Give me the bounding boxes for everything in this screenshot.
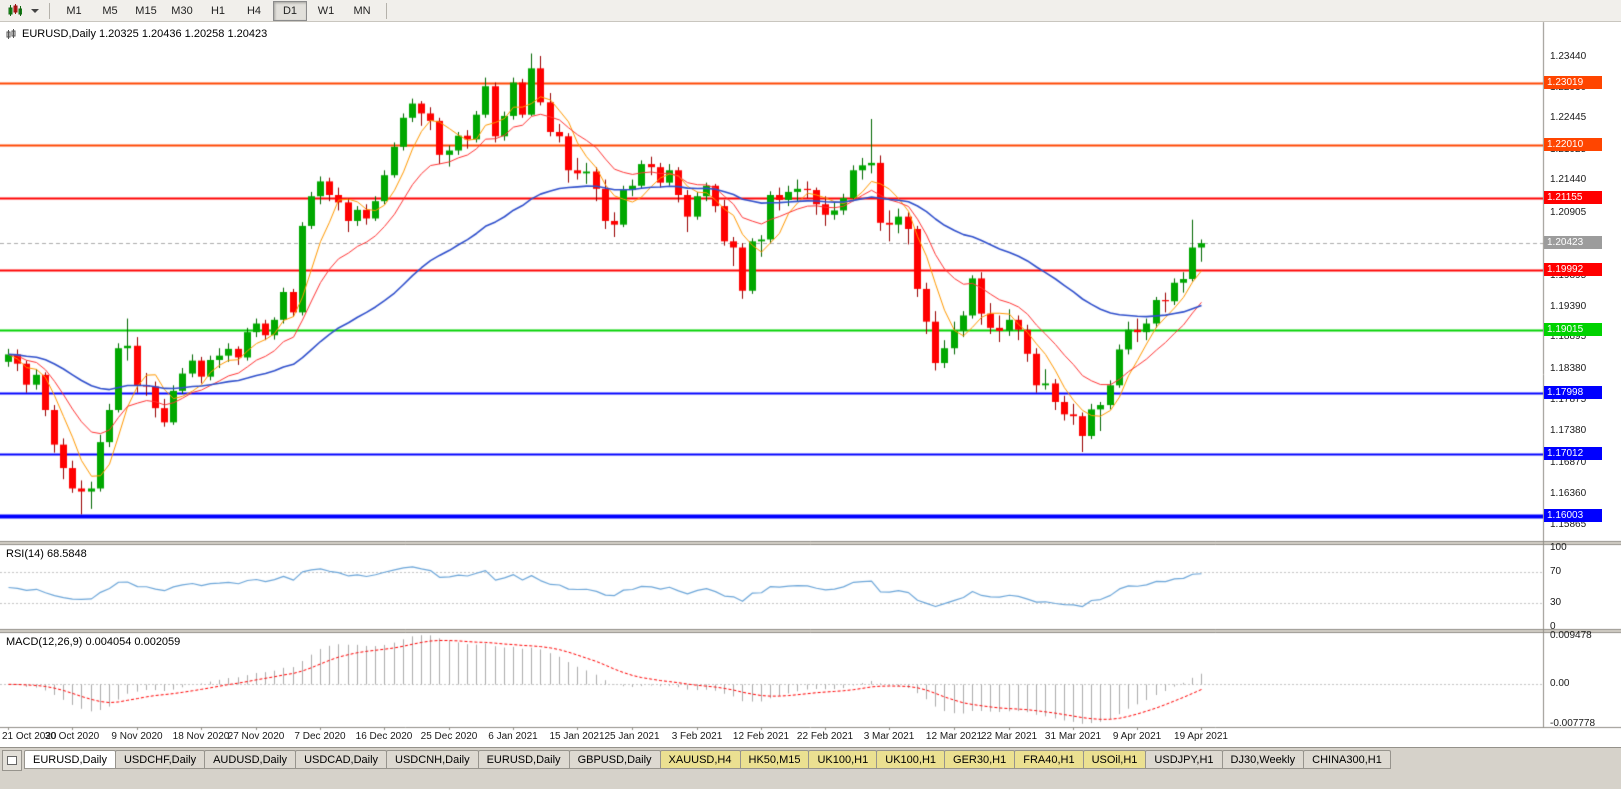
chart-tab-china300-h1[interactable]: CHINA300,H1 — [1303, 750, 1391, 769]
date-label: 15 Jan 2021 — [549, 731, 605, 742]
date-label: 6 Jan 2021 — [488, 731, 538, 742]
mini-chart-icon — [6, 28, 16, 39]
timeframe-button-h4[interactable]: H4 — [246, 4, 262, 17]
date-label: 31 Mar 2021 — [1044, 731, 1102, 742]
rsi-tick-label: 30 — [1550, 597, 1562, 609]
tab-bar-icon[interactable] — [2, 750, 22, 771]
chart-tab-uk100-h1[interactable]: UK100,H1 — [808, 750, 878, 769]
rsi-indicator-label: RSI(14) 68.5848 — [6, 548, 87, 560]
timeframe-button-m1[interactable]: M1 — [66, 4, 82, 17]
price-level-badge: 1.22010 — [1544, 137, 1602, 151]
candlestick-chart-icon — [8, 4, 22, 16]
toolbar-separator — [386, 2, 387, 19]
date-label: 12 Feb 2021 — [732, 731, 790, 742]
price-level-badge: 1.17998 — [1544, 385, 1602, 399]
price-tick-label: 1.20905 — [1550, 207, 1587, 219]
date-label: 25 Jan 2021 — [604, 731, 660, 742]
date-label: 19 Apr 2021 — [1174, 731, 1228, 742]
chart-tab-ger30-h1[interactable]: GER30,H1 — [944, 750, 1016, 769]
toolbar: M1 M5 M15 M30 H1 H4 D1 W1 MN — [0, 0, 1621, 22]
price-chart-canvas[interactable] — [0, 0, 1621, 748]
timeframe-button-m30[interactable]: M30 — [171, 4, 193, 17]
price-tick-label: 1.16870 — [1550, 456, 1587, 468]
price-tick-label: 1.22445 — [1550, 112, 1587, 124]
price-level-badge: 1.16003 — [1544, 509, 1602, 523]
chart-tab-usdchf-daily[interactable]: USDCHF,Daily — [114, 750, 206, 769]
macd-tick-label: 0.00 — [1550, 678, 1570, 690]
timeframe-button-m15[interactable]: M15 — [135, 4, 157, 17]
price-level-badge: 1.19992 — [1544, 262, 1602, 276]
chart-tab-uk100-h1[interactable]: UK100,H1 — [876, 750, 946, 769]
date-label: 21 Oct 2020 — [2, 731, 57, 742]
date-label: 22 Feb 2021 — [796, 731, 854, 742]
date-label: 9 Apr 2021 — [1112, 731, 1162, 742]
chart-tab-eurusd-daily[interactable]: EURUSD,Daily — [24, 750, 116, 769]
price-level-badge: 1.17012 — [1544, 446, 1602, 460]
chart-tab-fra40-h1[interactable]: FRA40,H1 — [1014, 750, 1084, 769]
price-tick-label: 1.15865 — [1550, 518, 1587, 530]
price-tick-label: 1.18895 — [1550, 331, 1587, 343]
chevron-down-icon — [31, 8, 39, 13]
rsi-tick-label: 100 — [1550, 542, 1567, 553]
date-label: 22 Mar 2021 — [980, 731, 1038, 742]
date-label: 16 Dec 2020 — [355, 731, 413, 742]
macd-tick-label: -0.007778 — [1550, 718, 1596, 729]
date-label: 25 Dec 2020 — [420, 731, 478, 742]
chart-tab-usdcnh-daily[interactable]: USDCNH,Daily — [386, 750, 479, 769]
date-label: 9 Nov 2020 — [111, 731, 163, 742]
chart-tab-eurusd-daily[interactable]: EURUSD,Daily — [477, 750, 570, 769]
chart-tab-usdjpy-h1[interactable]: USDJPY,H1 — [1145, 750, 1223, 769]
price-level-badge: 1.23019 — [1544, 75, 1602, 89]
price-tick-label: 1.17380 — [1550, 425, 1587, 437]
date-label: 30 Oct 2020 — [44, 731, 100, 742]
rsi-tick-label: 0 — [1550, 621, 1556, 632]
date-label: 7 Dec 2020 — [294, 731, 346, 742]
timeframe-button-w1[interactable]: W1 — [317, 4, 335, 17]
chart-header: EURUSD,Daily 1.20325 1.20436 1.20258 1.2… — [6, 28, 267, 40]
timeframe-button-m5[interactable]: M5 — [102, 4, 118, 17]
chart-type-button[interactable] — [4, 1, 26, 21]
chart-tab-dj30-weekly[interactable]: DJ30,Weekly — [1221, 750, 1305, 769]
macd-indicator-label: MACD(12,26,9) 0.004054 0.002059 — [6, 636, 181, 648]
date-label: 18 Nov 2020 — [172, 731, 230, 742]
date-label: 3 Mar 2021 — [863, 731, 915, 742]
price-tick-label: 1.16360 — [1550, 488, 1587, 500]
price-tick-label: 1.17875 — [1550, 394, 1587, 406]
timeframe-button-d1[interactable]: D1 — [273, 0, 307, 21]
current-price-badge: 1.20423 — [1544, 236, 1602, 249]
timeframe-button-h1[interactable]: H1 — [210, 4, 226, 17]
date-axis[interactable]: 21 Oct 2020 30 Oct 2020 9 Nov 2020 18 Nov 2… — [0, 727, 1543, 747]
rsi-tick-label: 70 — [1550, 565, 1562, 577]
price-tick-label: 1.19390 — [1550, 300, 1587, 312]
price-tick-label: 1.23440 — [1550, 50, 1587, 62]
price-level-badge: 1.19015 — [1544, 323, 1602, 336]
price-tick-label: 1.18380 — [1550, 363, 1587, 375]
date-label: 3 Feb 2021 — [671, 731, 723, 742]
chart-header-text: EURUSD,Daily 1.20325 1.20436 1.20258 1.2… — [22, 28, 268, 40]
chart-tab-bar: EURUSD,Daily USDCHF,Daily AUDUSD,Daily USDC… — [0, 747, 1621, 789]
price-tick-label: 1.21440 — [1550, 174, 1587, 186]
date-label: 12 Mar 2021 — [925, 731, 983, 742]
timeframe-toolbar: M1 M5 M15 M30 H1 H4 D1 W1 MN — [56, 0, 380, 21]
price-scale[interactable]: 1.234401.229301.224451.219251.214401.209… — [1543, 0, 1621, 747]
macd-tick-label: 0.009478 — [1550, 630, 1592, 641]
timeframe-button-mn[interactable]: MN — [353, 4, 371, 17]
chart-tab-usoil-h1[interactable]: USOil,H1 — [1082, 750, 1147, 769]
chart-tab-audusd-daily[interactable]: AUDUSD,Daily — [204, 750, 297, 769]
chart-tab-usdcad-daily[interactable]: USDCAD,Daily — [295, 750, 388, 769]
date-label: 27 Nov 2020 — [227, 731, 285, 742]
price-level-badge: 1.21155 — [1544, 190, 1602, 204]
chart-tab-hk50-m15[interactable]: HK50,M15 — [739, 750, 810, 769]
chart-tab-gbpusd-daily[interactable]: GBPUSD,Daily — [568, 750, 661, 769]
toolbar-separator — [49, 2, 50, 19]
chart-tab-xauusd-h4[interactable]: XAUUSD,H4 — [659, 750, 741, 769]
chart-type-dropdown[interactable] — [26, 1, 43, 21]
